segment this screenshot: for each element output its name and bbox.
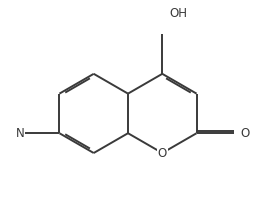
Text: O: O [158, 147, 167, 159]
Text: N: N [15, 127, 24, 140]
Text: O: O [241, 127, 250, 140]
Text: OH: OH [169, 7, 187, 20]
